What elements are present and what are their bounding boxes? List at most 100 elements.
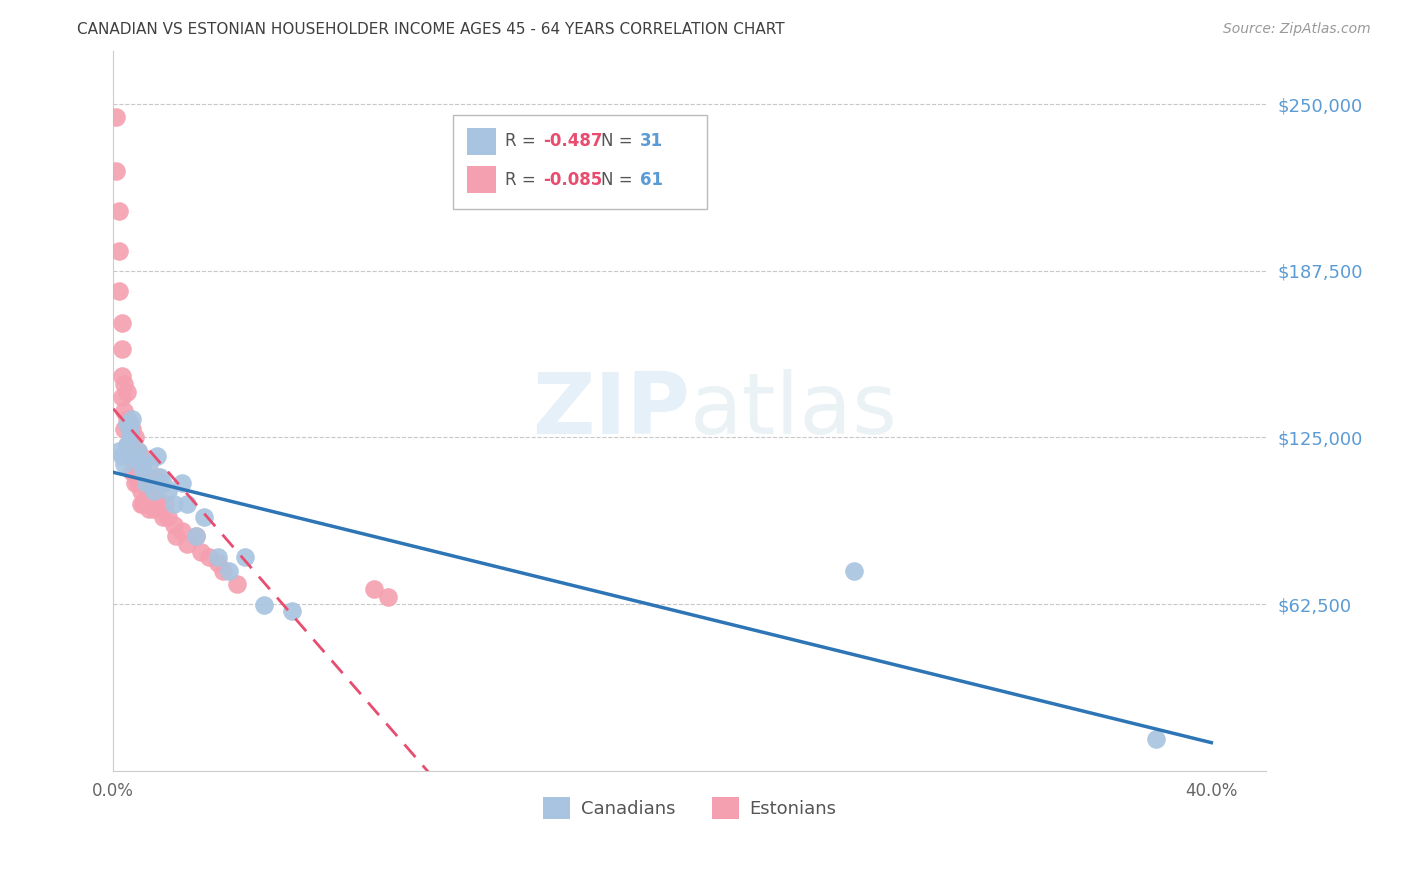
Point [377,591,399,605]
Point [129,465,152,479]
Point [207,556,229,570]
Point [135,491,157,506]
Text: R =: R = [505,170,541,188]
Point [121,443,143,458]
Point [105,163,128,178]
Point [132,497,155,511]
Point [127,443,149,458]
Point [193,510,215,524]
Point [112,377,135,392]
Point [146,449,169,463]
Point [107,443,129,458]
Point [146,491,169,506]
Point [124,449,146,463]
Point [143,483,166,498]
Bar [467,128,496,155]
Legend: Canadians, Estonians: Canadians, Estonians [536,790,844,827]
Point [132,465,155,479]
Point [149,502,172,516]
Point [218,564,240,578]
Text: 31: 31 [640,132,664,151]
Text: N =: N = [600,132,638,151]
Point [115,438,138,452]
Point [112,422,135,436]
Text: atlas: atlas [690,369,898,452]
Point [118,449,141,463]
Text: 61: 61 [640,170,664,188]
Point [124,475,146,490]
Point [141,475,163,490]
Point [121,422,143,436]
Point [118,422,141,436]
Point [170,475,193,490]
Point [363,582,385,597]
Point [138,502,160,516]
Point [157,483,180,498]
Point [176,497,198,511]
Point [280,604,302,618]
Point [110,343,132,357]
Point [143,502,166,516]
Point [112,457,135,471]
Text: R =: R = [505,132,541,151]
Point [225,577,247,591]
Point [115,417,138,431]
Point [163,518,186,533]
Point [124,457,146,471]
Point [212,564,235,578]
Point [129,457,152,471]
Point [198,550,221,565]
Point [141,497,163,511]
Point [110,390,132,404]
Point [129,483,152,498]
Point [170,524,193,538]
Point [163,497,186,511]
Point [115,438,138,452]
Point [107,284,129,298]
Bar [453,115,707,209]
Point [112,403,135,417]
Point [118,430,141,444]
Point [149,470,172,484]
Point [253,599,276,613]
Text: N =: N = [600,170,638,188]
Point [138,483,160,498]
Text: Source: ZipAtlas.com: Source: ZipAtlas.com [1223,22,1371,37]
Point [146,470,169,484]
Point [129,449,152,463]
Point [127,465,149,479]
Point [135,475,157,490]
Point [184,529,207,543]
Point [190,545,212,559]
Point [207,550,229,565]
Point [121,411,143,425]
Point [165,529,187,543]
Point [132,457,155,471]
Point [121,465,143,479]
Point [127,475,149,490]
Point [107,203,129,218]
Point [143,483,166,498]
Point [152,510,174,524]
Bar [467,166,496,194]
Point [176,537,198,551]
Point [1146,731,1168,746]
Point [115,384,138,399]
Point [233,550,256,565]
Point [115,411,138,425]
Point [129,497,152,511]
Point [105,111,128,125]
Point [138,457,160,471]
Point [118,417,141,431]
Point [152,475,174,490]
Point [155,497,177,511]
Point [844,564,866,578]
Point [132,475,155,490]
Text: CANADIAN VS ESTONIAN HOUSEHOLDER INCOME AGES 45 - 64 YEARS CORRELATION CHART: CANADIAN VS ESTONIAN HOUSEHOLDER INCOME … [77,22,785,37]
Point [135,470,157,484]
Point [110,369,132,384]
Text: -0.487: -0.487 [543,132,603,151]
Text: -0.085: -0.085 [543,170,603,188]
Point [107,244,129,258]
Text: ZIP: ZIP [531,369,690,452]
